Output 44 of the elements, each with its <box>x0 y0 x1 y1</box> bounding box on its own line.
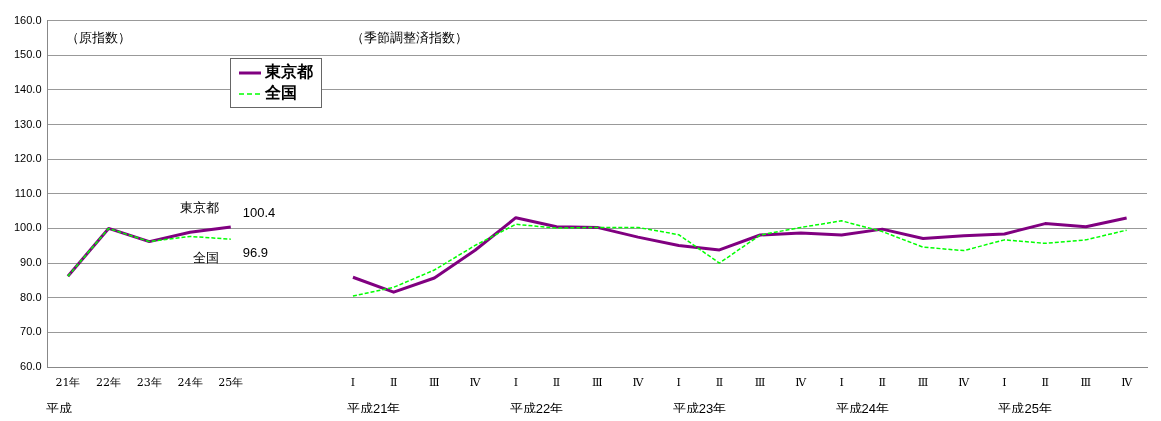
y-tick-label: 110.0 <box>14 186 42 199</box>
text: 全国 <box>192 249 219 265</box>
data-label: 100.4 <box>242 204 276 220</box>
annotation: （原指数） <box>65 30 131 46</box>
x-tick-label: Ⅱ <box>1041 376 1049 390</box>
y-tick-label: 70.0 <box>20 325 42 338</box>
x-tick-label: Ⅲ <box>754 376 766 390</box>
data-label: 96.9 <box>242 244 269 260</box>
x-tick-label: Ⅱ <box>389 376 398 390</box>
x-tick-label: Ⅰ <box>1002 376 1007 390</box>
legend-label: 東京都 <box>265 62 313 82</box>
x-tick-label: 23年 <box>136 376 162 390</box>
y-tick-label: 90.0 <box>20 256 42 269</box>
x-tick-label: Ⅰ <box>350 376 356 390</box>
y-tick-label: 130.0 <box>14 117 42 130</box>
y-tick-label: 60.0 <box>20 360 42 373</box>
y-tick-label: 140.0 <box>14 82 42 95</box>
x-tick-label: Ⅲ <box>917 376 929 390</box>
x-tick-label: Ⅳ <box>1121 376 1134 390</box>
x-tick-label: Ⅱ <box>878 376 887 390</box>
x-tick-label: 21年 <box>55 376 81 390</box>
x-tick-label: 22年 <box>96 376 122 390</box>
y-tick-label: 160.0 <box>14 13 42 26</box>
x-tick-label: Ⅰ <box>513 376 518 390</box>
x-tick-label: Ⅱ <box>552 376 561 390</box>
x-tick-label: Ⅰ <box>676 376 681 390</box>
annotation: （季節調整済指数） <box>350 30 468 46</box>
y-tick-label: 150.0 <box>14 48 42 61</box>
x-tick-label: Ⅱ <box>715 376 724 390</box>
x-tick-label: Ⅲ <box>591 376 603 390</box>
x-tick-label: 24年 <box>177 376 203 390</box>
x-tick-label: Ⅳ <box>958 376 971 390</box>
x-tick-label: Ⅰ <box>839 376 844 390</box>
x-tick-label: Ⅳ <box>795 376 808 390</box>
x-tick-label: Ⅲ <box>429 376 440 390</box>
x-tick-label: 25年 <box>218 376 244 390</box>
x-tick-label: Ⅲ <box>1080 376 1092 390</box>
y-tick-label: 120.0 <box>14 152 42 165</box>
y-tick-label: 80.0 <box>20 290 42 303</box>
x-tick-label: Ⅳ <box>632 376 645 390</box>
legend-label: 全国 <box>265 83 297 103</box>
x-tick-label: Ⅳ <box>469 376 482 390</box>
y-tick-label: 100.0 <box>14 221 42 234</box>
text: 東京都 <box>179 199 219 215</box>
